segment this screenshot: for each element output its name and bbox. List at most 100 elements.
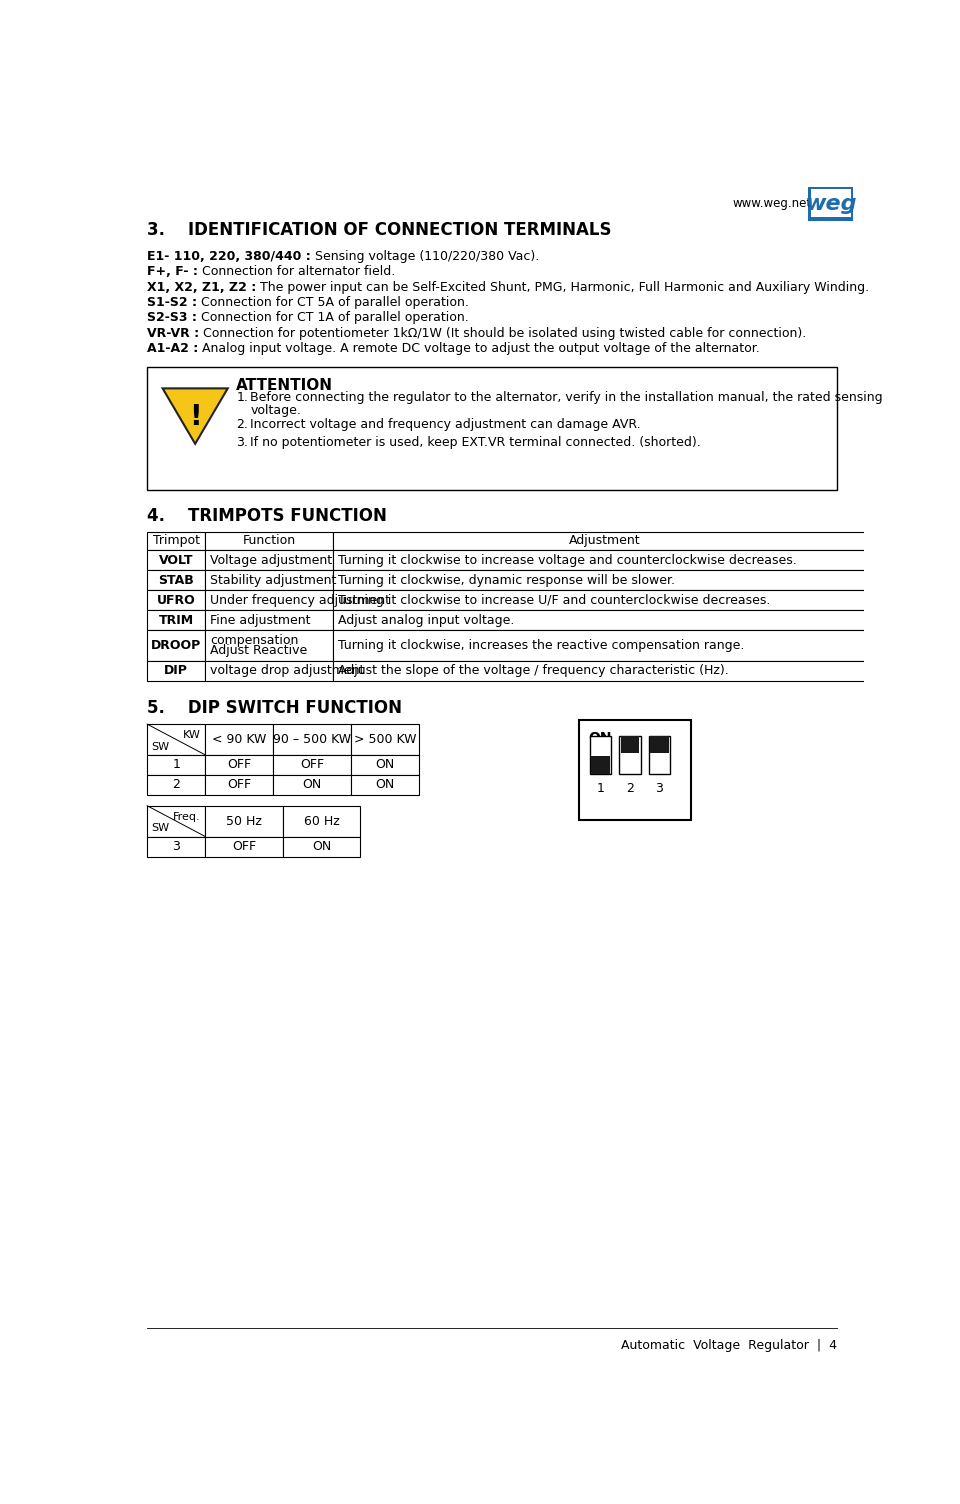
Text: STAB: STAB [158, 573, 194, 587]
Text: Fine adjustment: Fine adjustment [210, 614, 310, 627]
Text: 3: 3 [172, 841, 180, 853]
Text: SW: SW [151, 824, 169, 833]
Text: A1-A2 :: A1-A2 : [147, 343, 199, 355]
Text: ON: ON [375, 779, 395, 791]
Bar [205, 590, 333, 611]
Text: OFF: OFF [300, 758, 324, 772]
Bar [650, 735, 669, 754]
Bar [621, 735, 639, 754]
Bar [147, 806, 205, 836]
Text: Turning it clockwise to increase U/F and counterclockwise decreases.: Turning it clockwise to increase U/F and… [338, 594, 770, 606]
Text: Freq.: Freq. [173, 812, 201, 821]
Text: The power input can be Self-Excited Shunt, PMG, Harmonic, Full Harmonic and Auxi: The power input can be Self-Excited Shun… [256, 281, 870, 293]
Text: > 500 KW: > 500 KW [354, 732, 417, 746]
Text: X1, X2, Z1, Z2 :: X1, X2, Z1, Z2 : [147, 281, 256, 293]
Bar [205, 660, 333, 681]
Bar [205, 775, 274, 796]
Text: SW: SW [151, 741, 169, 752]
Text: Before connecting the regulator to the alternator, verify in the installation ma: Before connecting the regulator to the a… [251, 391, 883, 405]
Bar [147, 590, 205, 611]
Bar [333, 630, 876, 660]
Polygon shape [162, 388, 228, 444]
Text: Adjust analog input voltage.: Adjust analog input voltage. [338, 614, 515, 627]
Bar [205, 630, 333, 660]
Bar [205, 550, 333, 570]
Bar [147, 550, 205, 570]
Bar [351, 775, 420, 796]
Text: Sensing voltage (110/220/380 Vac).: Sensing voltage (110/220/380 Vac). [311, 250, 540, 263]
Text: OFF: OFF [228, 758, 252, 772]
Bar [283, 836, 360, 857]
Bar [147, 630, 205, 660]
Text: E1- 110, 220, 380/440 :: E1- 110, 220, 380/440 : [147, 250, 311, 263]
Text: UFRO: UFRO [156, 594, 196, 606]
Text: 5.    DIP SWITCH FUNCTION: 5. DIP SWITCH FUNCTION [147, 699, 402, 717]
Bar [333, 550, 876, 570]
Text: Turning it clockwise, increases the reactive compensation range.: Turning it clockwise, increases the reac… [338, 639, 744, 653]
Bar [591, 757, 610, 775]
Bar [619, 735, 641, 775]
Text: weg: weg [804, 194, 856, 214]
Bar [205, 611, 333, 630]
Text: ATTENTION: ATTENTION [236, 378, 333, 393]
Text: voltage.: voltage. [251, 403, 301, 417]
Bar [351, 755, 420, 775]
Bar [205, 836, 283, 857]
Bar [810, 190, 851, 218]
Bar [283, 806, 360, 836]
Text: 4.    TRIMPOTS FUNCTION: 4. TRIMPOTS FUNCTION [147, 507, 387, 525]
Bar [808, 186, 853, 221]
Bar [333, 611, 876, 630]
Text: compensation: compensation [210, 635, 299, 647]
Bar [579, 720, 691, 820]
Bar [205, 570, 333, 590]
Text: Turning it clockwise to increase voltage and counterclockwise decreases.: Turning it clockwise to increase voltage… [338, 553, 797, 567]
Text: 1: 1 [172, 758, 180, 772]
Bar [333, 570, 876, 590]
Bar [205, 723, 274, 755]
Bar [274, 755, 351, 775]
Text: VOLT: VOLT [159, 553, 193, 567]
Bar [147, 367, 837, 490]
Text: Connection for CT 5A of parallel operation.: Connection for CT 5A of parallel operati… [197, 296, 469, 308]
Text: KW: KW [182, 731, 201, 740]
Text: Stability adjustment: Stability adjustment [210, 573, 336, 587]
Text: 60 Hz: 60 Hz [303, 815, 340, 827]
Bar [147, 611, 205, 630]
Text: Adjust Reactive: Adjust Reactive [210, 644, 307, 657]
Text: < 90 KW: < 90 KW [212, 732, 267, 746]
Text: S2-S3 :: S2-S3 : [147, 311, 197, 325]
Bar [649, 735, 670, 775]
Text: Connection for potentiometer 1kΩ/1W (It should be isolated using twisted cable f: Connection for potentiometer 1kΩ/1W (It … [200, 326, 806, 340]
Text: Under frequency adjustment: Under frequency adjustment [210, 594, 390, 606]
Text: F+, F- :: F+, F- : [147, 265, 198, 278]
Text: Incorrect voltage and frequency adjustment can damage AVR.: Incorrect voltage and frequency adjustme… [251, 418, 641, 430]
Bar [589, 735, 612, 775]
Text: 50 Hz: 50 Hz [226, 815, 262, 827]
Text: 1.: 1. [236, 391, 248, 405]
Text: DROOP: DROOP [151, 639, 202, 653]
Text: 3.: 3. [236, 436, 248, 450]
Text: If no potentiometer is used, keep EXT.VR terminal connected. (shorted).: If no potentiometer is used, keep EXT.VR… [251, 436, 701, 450]
Bar [205, 806, 283, 836]
Text: 1: 1 [596, 782, 605, 794]
Bar [333, 531, 876, 550]
Bar [147, 531, 205, 550]
Text: 3.    IDENTIFICATION OF CONNECTION TERMINALS: 3. IDENTIFICATION OF CONNECTION TERMINAL… [147, 221, 612, 239]
Text: 2.: 2. [236, 418, 248, 430]
Bar [147, 660, 205, 681]
Bar [333, 660, 876, 681]
Text: 2: 2 [172, 779, 180, 791]
Text: Connection for CT 1A of parallel operation.: Connection for CT 1A of parallel operati… [197, 311, 468, 325]
Bar [147, 723, 205, 755]
Text: S1-S2 :: S1-S2 : [147, 296, 197, 308]
Text: OFF: OFF [232, 841, 256, 853]
Text: ON: ON [375, 758, 395, 772]
Text: Voltage adjustment: Voltage adjustment [210, 553, 332, 567]
Text: TRIM: TRIM [158, 614, 194, 627]
Bar [351, 723, 420, 755]
Text: OFF: OFF [228, 779, 252, 791]
Text: 3: 3 [656, 782, 663, 794]
Text: ON: ON [302, 779, 322, 791]
Text: Connection for alternator field.: Connection for alternator field. [198, 265, 396, 278]
